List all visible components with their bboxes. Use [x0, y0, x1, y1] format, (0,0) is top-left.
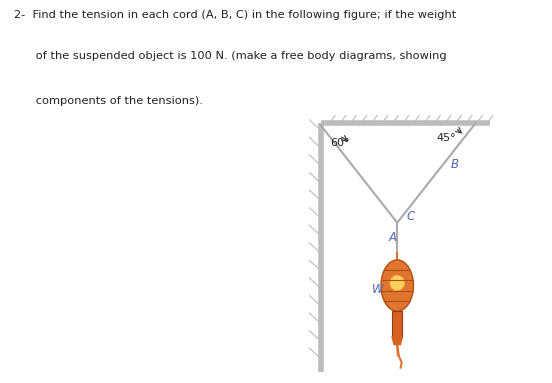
Text: 2-  Find the tension in each cord (A, B, C) in the following figure; if the weig: 2- Find the tension in each cord (A, B, …: [14, 10, 456, 20]
Bar: [392, 311, 402, 337]
Text: 60°: 60°: [330, 138, 349, 148]
Text: A: A: [389, 231, 396, 244]
Ellipse shape: [381, 260, 413, 311]
Text: 45°: 45°: [437, 133, 457, 142]
Text: W: W: [371, 283, 383, 296]
Text: components of the tensions).: components of the tensions).: [14, 96, 203, 106]
Text: C: C: [406, 210, 415, 223]
Text: B: B: [450, 157, 459, 170]
Polygon shape: [392, 337, 402, 345]
Text: of the suspended object is 100 N. (make a free body diagrams, showing: of the suspended object is 100 N. (make …: [14, 51, 447, 62]
Ellipse shape: [390, 275, 405, 291]
